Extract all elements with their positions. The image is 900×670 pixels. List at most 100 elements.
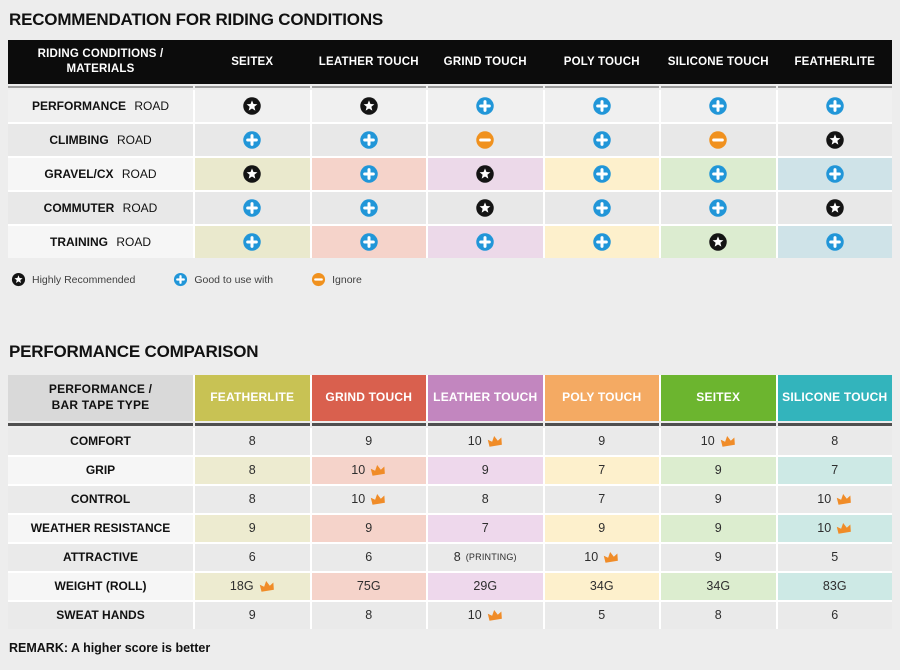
score-value: 8 [831, 434, 839, 449]
score-cell: 34G [544, 572, 659, 600]
score-cell: 9 [311, 427, 426, 455]
legend-item-highly-recommended: Highly Recommended [11, 272, 135, 287]
crown-icon [603, 551, 619, 564]
plus-icon [544, 192, 659, 225]
table-row-grip: GRIP 8 10 9 7 9 7 [8, 456, 892, 484]
row-label: SWEAT HANDS [8, 601, 193, 629]
score-value: 8 [248, 434, 256, 449]
score-cell: 6 [195, 543, 310, 571]
minus-icon [661, 124, 776, 157]
plus-icon [544, 226, 659, 259]
plus-icon [777, 158, 892, 191]
row-label: CLIMBING ROAD [8, 124, 193, 157]
score-cell: 34G [661, 572, 776, 600]
star-icon [311, 90, 426, 123]
minus-icon [428, 124, 543, 157]
score-value: 6 [365, 550, 373, 565]
underline-segment [195, 422, 310, 426]
score-cell: 7 [544, 485, 659, 513]
underline-segment [8, 86, 193, 89]
score-cell: 8 [428, 485, 543, 513]
column-header-poly-touch: POLY TOUCH [563, 55, 640, 68]
row-label: WEATHER RESISTANCE [8, 514, 193, 542]
underline-segment [661, 86, 776, 89]
star-icon [195, 158, 310, 191]
plus-icon [777, 90, 892, 123]
score-value: 9 [714, 521, 722, 536]
score-cell: 18G [195, 572, 310, 600]
crown-icon [836, 493, 852, 506]
column-header-featherlite: FEATHERLITE [794, 55, 876, 68]
underline-segment [428, 86, 543, 89]
score-value: 9 [248, 608, 256, 623]
column-header-poly-touch: POLY TOUCH [544, 374, 659, 421]
table-row-climbing: CLIMBING ROAD [8, 124, 892, 157]
plus-icon [544, 90, 659, 123]
score-cell: 9 [195, 601, 310, 629]
underline-segment [8, 422, 193, 426]
underline-segment [777, 86, 892, 89]
score-value: 10 [351, 463, 366, 478]
score-value: 10 [584, 550, 599, 565]
table-row-commuter: COMMUTER ROAD [8, 192, 892, 225]
column-header-featherlite: FEATHERLITE [195, 374, 310, 421]
plus-icon [428, 90, 543, 123]
score-cell: 6 [777, 601, 892, 629]
plus-icon [311, 226, 426, 259]
score-cell: 5 [544, 601, 659, 629]
plus-icon [195, 226, 310, 259]
star-icon [428, 158, 543, 191]
score-value: 7 [831, 463, 839, 478]
score-cell: 8 [195, 427, 310, 455]
score-value: 6 [248, 550, 256, 565]
score-value: 8 [365, 608, 373, 623]
plus-icon [661, 192, 776, 225]
crown-icon [836, 522, 852, 535]
column-header-grind-touch: GRIND TOUCH [443, 55, 527, 68]
score-value: 9 [714, 463, 722, 478]
column-header-seitex: SEITEX [231, 55, 274, 68]
star-icon [777, 192, 892, 225]
riding-table-body: PERFORMANCE ROAD CLIMBING ROAD GRAVEL/CX R… [8, 90, 892, 259]
table-row-weather-resistance: WEATHER RESISTANCE 9 9 7 9 9 10 [8, 514, 892, 542]
row-label: CONTROL [8, 485, 193, 513]
score-value: 9 [714, 550, 722, 565]
plus-icon [311, 158, 426, 191]
score-value: 9 [481, 463, 489, 478]
column-header-grind-touch: GRIND TOUCH [311, 374, 426, 421]
score-cell: 8 [311, 601, 426, 629]
table-row-sweat-hands: SWEAT HANDS 9 8 10 5 8 6 [8, 601, 892, 629]
crown-icon [487, 435, 503, 448]
column-header-silicone-touch: SILICONE TOUCH [667, 55, 769, 68]
score-cell: 7 [777, 456, 892, 484]
score-cell: 7 [428, 514, 543, 542]
underline-segment [311, 86, 426, 89]
score-cell: 8 [195, 485, 310, 513]
score-cell: 5 [777, 543, 892, 571]
plus-icon [777, 226, 892, 259]
star-icon [777, 124, 892, 157]
crown-icon [259, 580, 275, 593]
legend: Highly Recommended Good to use with Igno… [11, 272, 892, 287]
plus-icon [544, 158, 659, 191]
crown-icon [487, 609, 503, 622]
riding-conditions-title: RECOMMENDATION FOR RIDING CONDITIONS [9, 10, 384, 29]
score-value: 10 [467, 434, 482, 449]
table-row-performance: PERFORMANCE ROAD [8, 90, 892, 123]
score-cell: 9 [661, 456, 776, 484]
score-cell: 9 [311, 514, 426, 542]
score-value: 10 [700, 434, 715, 449]
score-cell: 9 [428, 456, 543, 484]
score-value: 7 [598, 463, 606, 478]
score-value: 9 [365, 434, 373, 449]
table-row-training: TRAINING ROAD [8, 226, 892, 259]
score-cell: 9 [661, 485, 776, 513]
column-header-silicone-touch: SILICONE TOUCH [777, 374, 892, 421]
score-value: 9 [598, 521, 606, 536]
performance-comparison-table: PERFORMANCE / BAR TAPE TYPE FEATHERLITE GRI… [8, 374, 892, 629]
row-label: PERFORMANCE ROAD [8, 90, 193, 123]
riding-conditions-table: RIDING CONDITIONS / MATERIALS SEITEX LEATHE… [8, 40, 892, 259]
score-cell: 8 [195, 456, 310, 484]
score-cell: 9 [544, 514, 659, 542]
column-header-leather-touch: LEATHER TOUCH [428, 374, 543, 421]
